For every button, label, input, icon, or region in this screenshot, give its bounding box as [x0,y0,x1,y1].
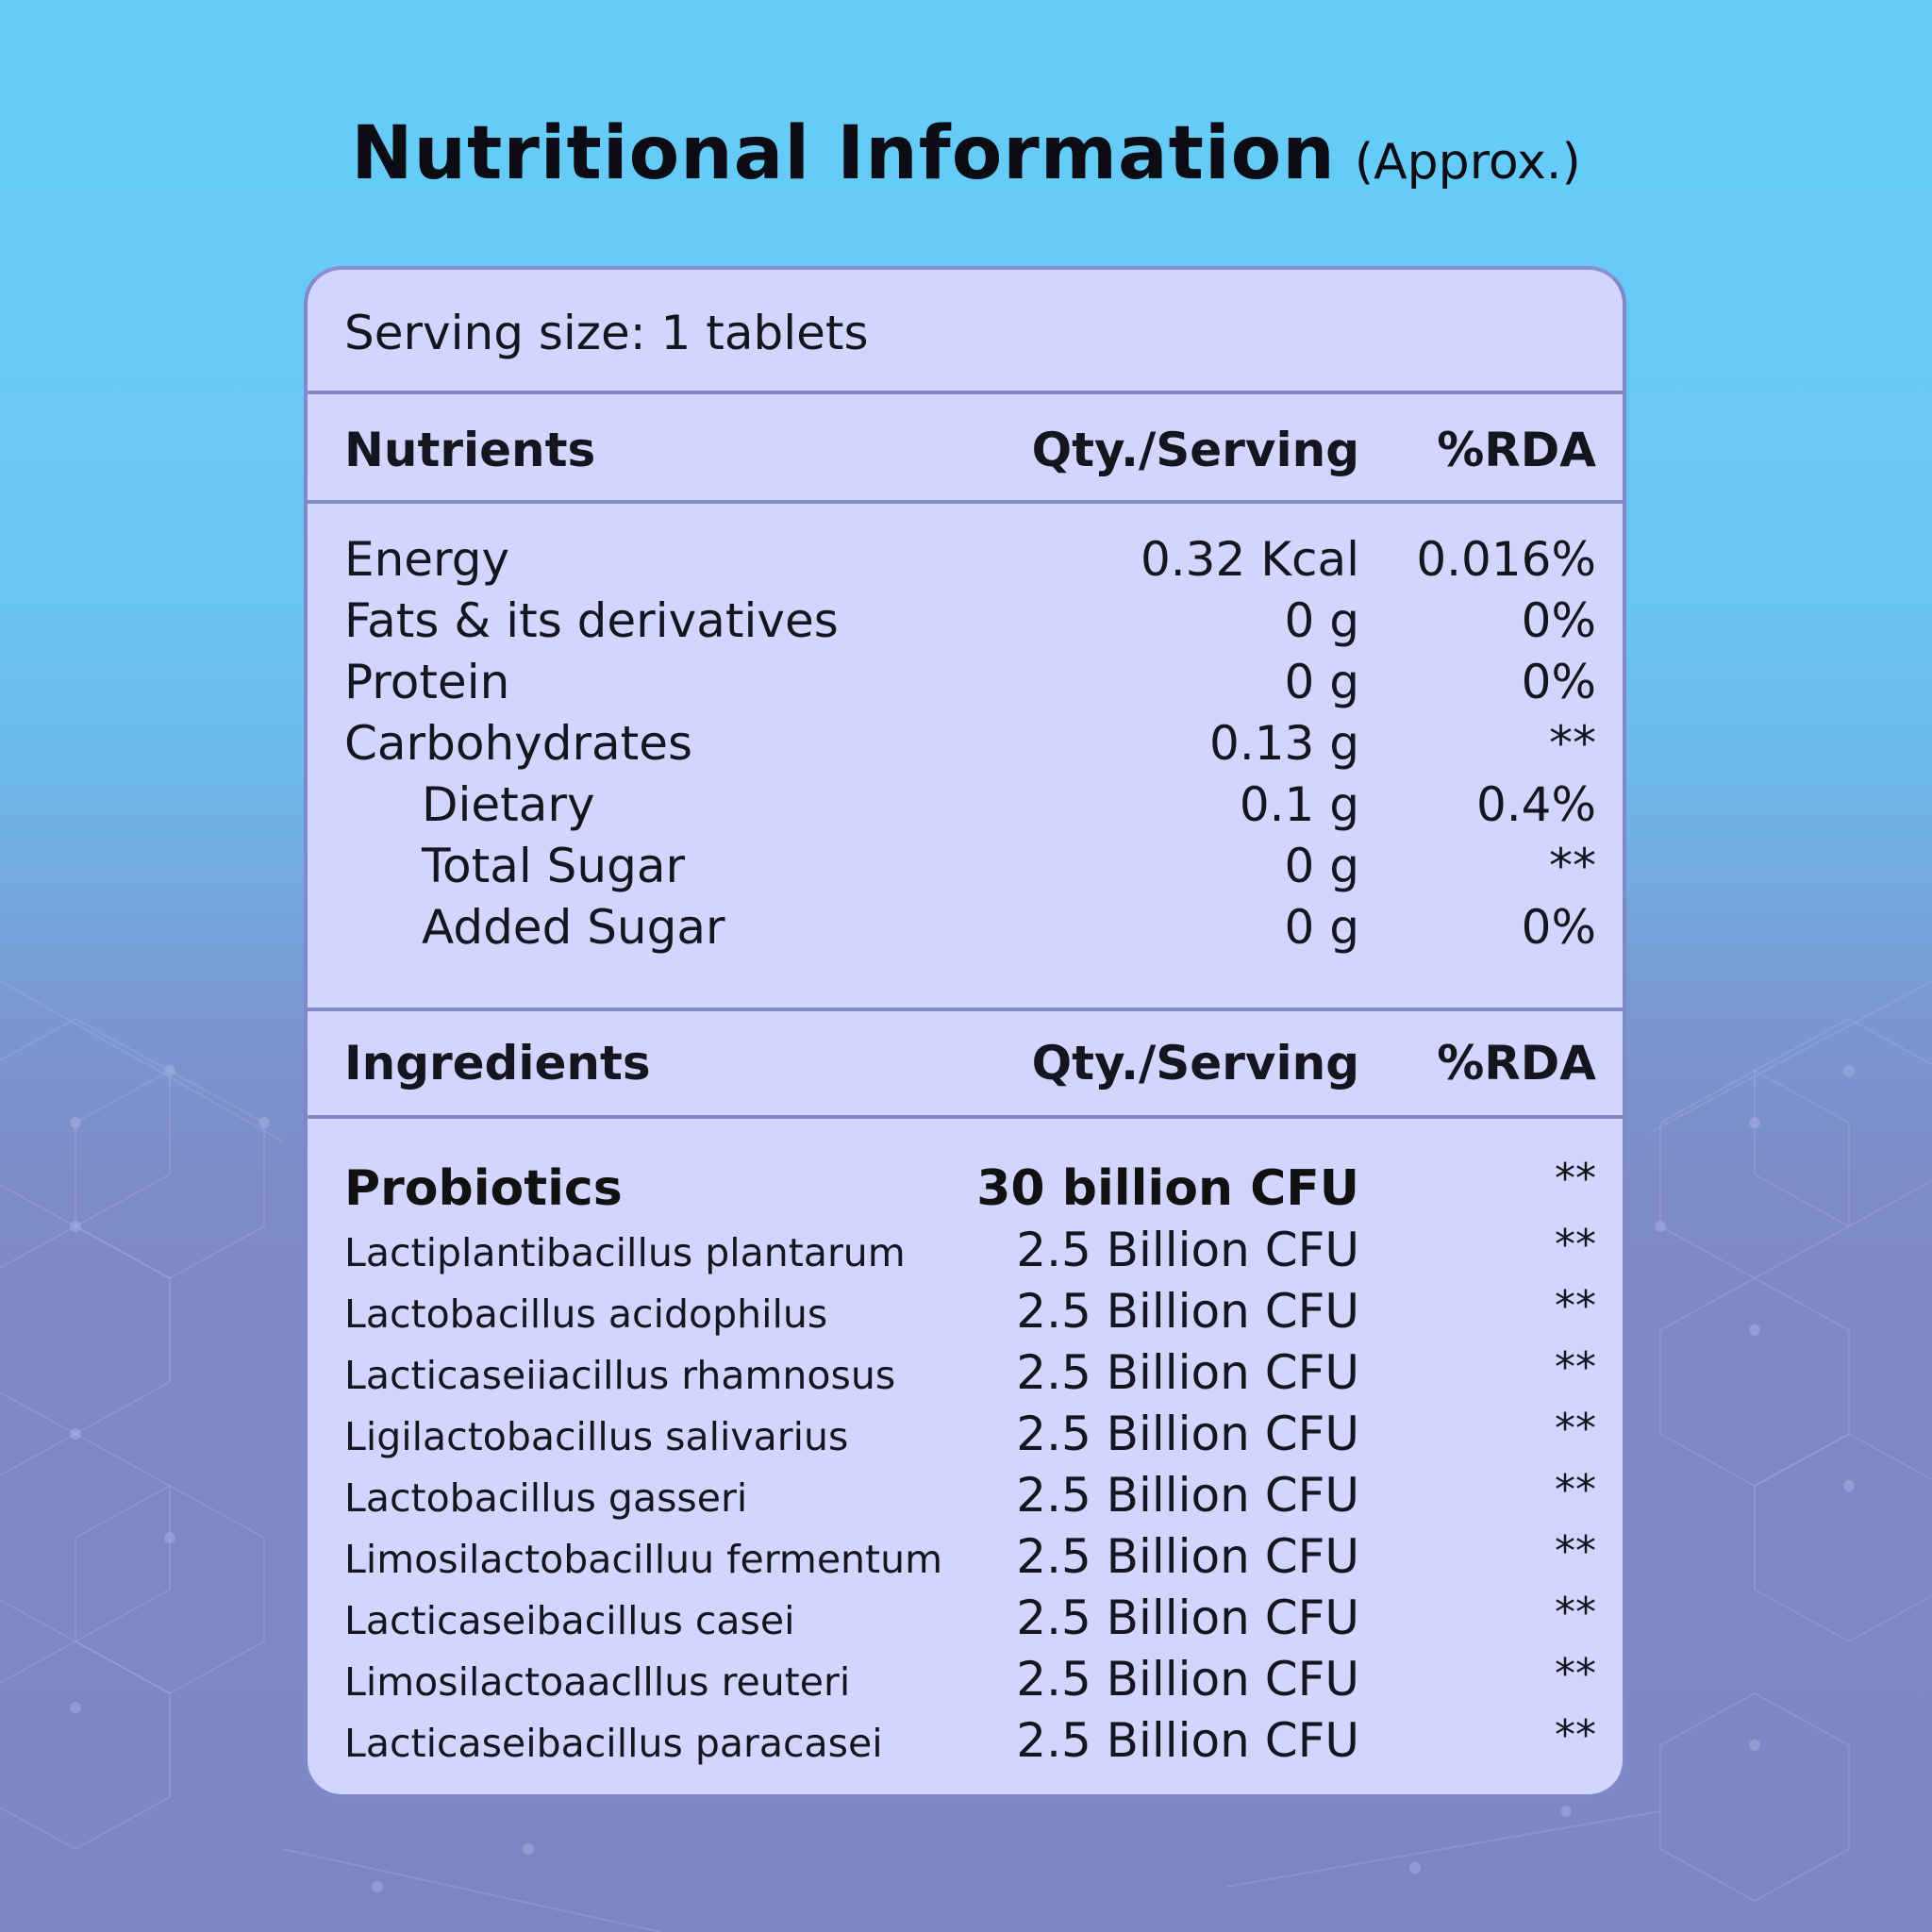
ingredient-name: Lactiplantibacillus plantarum [344,1230,906,1275]
page-title: Nutritional Information (Approx.) [0,111,1932,196]
ingredient-rda: ** [1555,1343,1596,1391]
ingredient-qty: 2.5 Billion CFU [1016,1407,1359,1461]
ingredient-qty: 2.5 Billion CFU [1016,1468,1359,1523]
nutrient-row-total-sugar: Total Sugar 0 g ** [308,839,1623,897]
ingredient-qty: 2.5 Billion CFU [1016,1345,1359,1400]
nutrient-rda: 0% [1521,655,1596,709]
ingredient-row: Limosilactobacilluu fermentum 2.5 Billio… [308,1527,1623,1595]
ingredient-rda: ** [1555,1711,1596,1759]
nutrient-row-carbohydrates: Carbohydrates 0.13 g ** [308,716,1623,774]
nutrient-row-energy: Energy 0.32 Kcal 0.016% [308,532,1623,591]
ingredient-rda: ** [1555,1650,1596,1698]
nutrient-rda: ** [1549,839,1596,893]
nutrient-name: Carbohydrates [344,716,693,771]
ingredient-qty: 2.5 Billion CFU [1016,1591,1359,1645]
nutrient-name: Dietary [422,777,595,832]
nutrient-qty: 0 g [1284,593,1359,648]
title-subtitle: (Approx.) [1354,134,1581,191]
nutrient-rda: 0% [1521,593,1596,648]
divider [308,1115,1623,1119]
probiotics-qty: 30 billion CFU [976,1160,1359,1217]
nutrient-row-protein: Protein 0 g 0% [308,655,1623,713]
nutrient-name: Fats & its derivatives [344,593,839,648]
ingredient-row: Lactiplantibacillus plantarum 2.5 Billio… [308,1221,1623,1289]
ingredients-qty-header: Qty./Serving [1031,1036,1359,1091]
ingredient-row: Lacticaseibacillus casei 2.5 Billion CFU… [308,1589,1623,1657]
nutrients-rda-header: %RDA [1437,423,1596,477]
nutrient-qty: 0 g [1284,839,1359,893]
nutrient-qty: 0.1 g [1239,777,1359,832]
ingredient-name: Lactobacillus gasseri [344,1475,748,1521]
ingredient-row: Limosilactoaaclllus reuteri 2.5 Billion … [308,1650,1623,1718]
ingredient-rda: ** [1555,1221,1596,1269]
nutrient-rda: 0.016% [1416,532,1596,587]
ingredient-name: Lacticaseiiacillus rhamnosus [344,1353,896,1398]
probiotics-name: Probiotics [344,1160,623,1217]
nutrient-row-dietary: Dietary 0.1 g 0.4% [308,777,1623,836]
ingredient-row: Lacticaseibacillus paracasei 2.5 Billion… [308,1711,1623,1779]
ingredient-row: Ligilactobacillus salivarius 2.5 Billion… [308,1405,1623,1473]
nutrient-rda: 0% [1521,900,1596,955]
title-main: Nutritional Information [351,111,1336,196]
ingredient-name: Limosilactobacilluu fermentum [344,1537,943,1582]
ingredients-rda-header: %RDA [1437,1036,1596,1091]
nutrients-header-label: Nutrients [344,423,596,477]
nutrient-rda: ** [1549,716,1596,771]
ingredient-name: Lacticaseibacillus casei [344,1598,795,1643]
ingredients-header-row: Ingredients Qty./Serving %RDA [308,1036,1623,1094]
ingredient-qty: 2.5 Billion CFU [1016,1284,1359,1339]
ingredient-rda: ** [1555,1405,1596,1453]
ingredient-rda: ** [1555,1527,1596,1575]
ingredient-row: Lactobacillus gasseri 2.5 Billion CFU ** [308,1466,1623,1534]
ingredient-rda: ** [1555,1589,1596,1637]
nutrient-qty: 0 g [1284,655,1359,709]
nutrient-name: Added Sugar [422,900,725,955]
ingredient-name: Lactobacillus acidophilus [344,1291,828,1337]
ingredient-name: Ligilactobacillus salivarius [344,1414,849,1459]
nutrient-rda: 0.4% [1475,777,1596,832]
divider [308,500,1623,504]
serving-size: Serving size: 1 tablets [344,306,869,360]
probiotics-rda: ** [1555,1155,1596,1203]
ingredient-qty: 2.5 Billion CFU [1016,1223,1359,1277]
nutrition-card: Serving size: 1 tablets Nutrients Qty./S… [304,266,1626,1798]
ingredient-row: Lactobacillus acidophilus 2.5 Billion CF… [308,1282,1623,1350]
ingredient-rda: ** [1555,1466,1596,1514]
ingredient-name: Limosilactoaaclllus reuteri [344,1659,851,1705]
ingredient-name: Lacticaseibacillus paracasei [344,1721,883,1766]
nutrient-name: Energy [344,532,510,587]
ingredient-qty: 2.5 Billion CFU [1016,1529,1359,1584]
nutrient-qty: 0.32 Kcal [1140,532,1359,587]
divider [308,1008,1623,1011]
nutrient-qty: 0.13 g [1209,716,1359,771]
ingredient-row: Lacticaseiiacillus rhamnosus 2.5 Billion… [308,1343,1623,1411]
nutrients-header-row: Nutrients Qty./Serving %RDA [308,423,1623,481]
ingredient-rda: ** [1555,1282,1596,1330]
nutrient-name: Protein [344,655,510,709]
ingredient-qty: 2.5 Billion CFU [1016,1713,1359,1768]
ingredients-header-label: Ingredients [344,1036,651,1091]
nutrient-qty: 0 g [1284,900,1359,955]
nutrient-name: Total Sugar [422,839,686,893]
ingredient-qty: 2.5 Billion CFU [1016,1652,1359,1707]
nutrients-qty-header: Qty./Serving [1031,423,1359,477]
divider [308,391,1623,394]
probiotics-row: Probiotics 30 billion CFU ** [308,1155,1623,1219]
nutrient-row-added-sugar: Added Sugar 0 g 0% [308,900,1623,958]
nutrient-row-fats: Fats & its derivatives 0 g 0% [308,593,1623,652]
